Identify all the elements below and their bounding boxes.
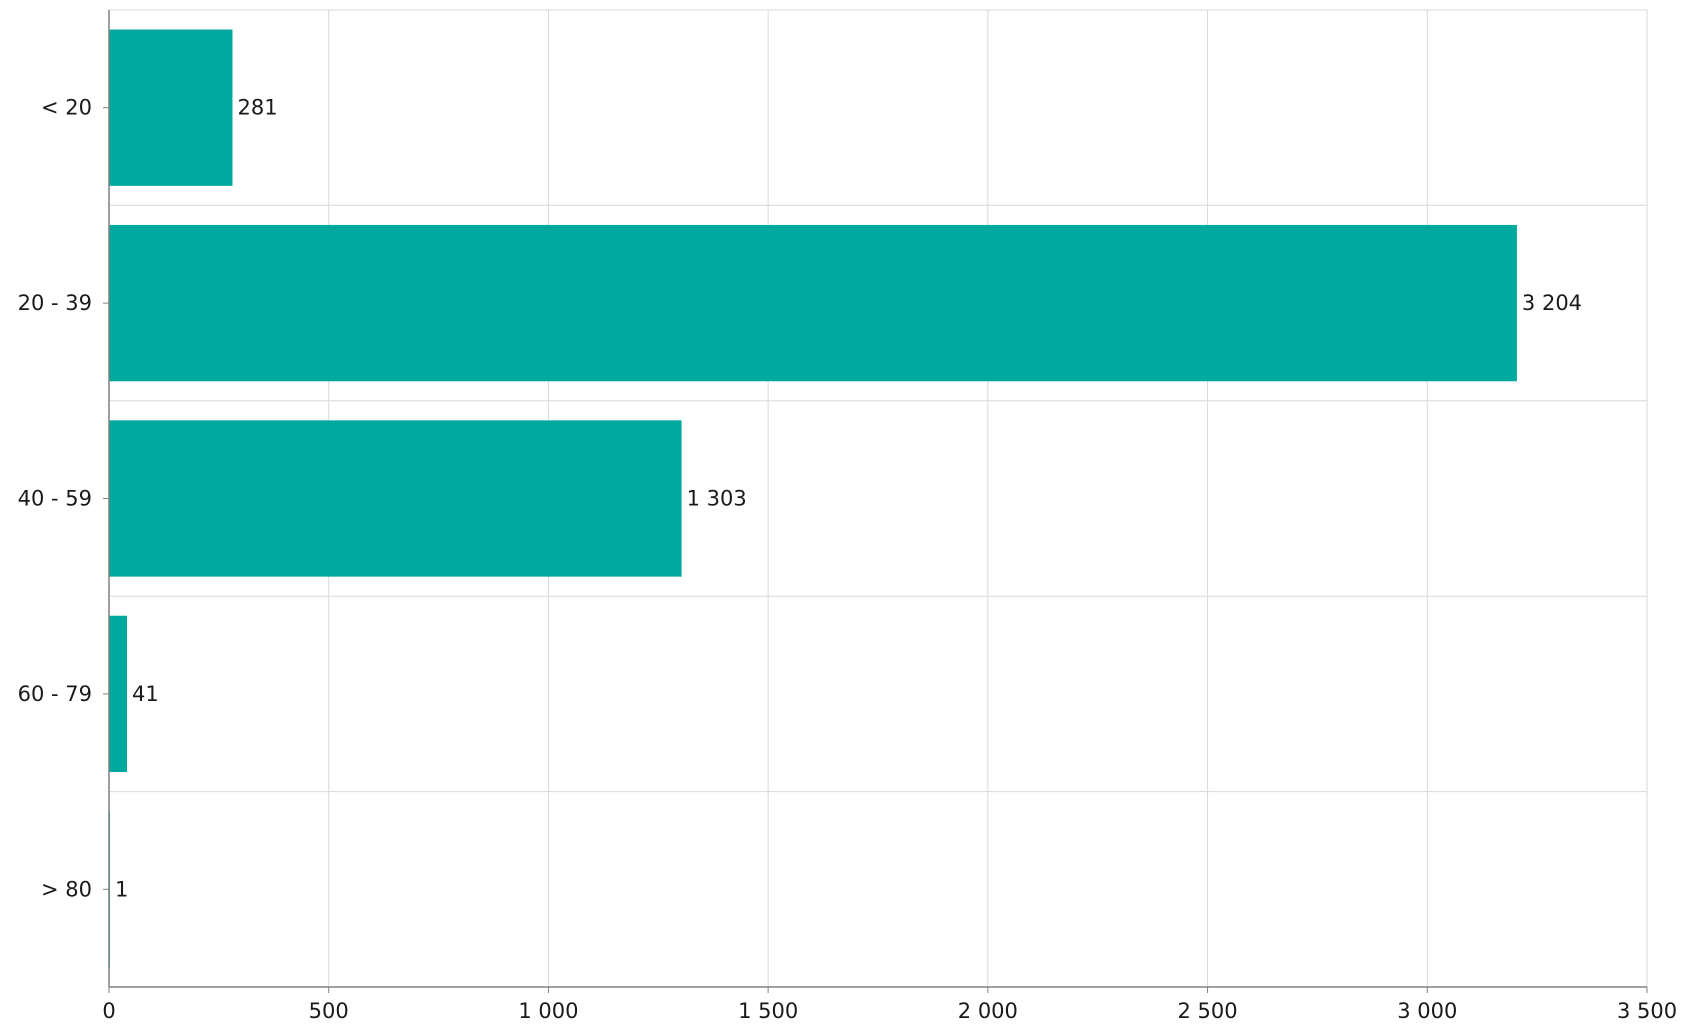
labels: 281 < 20 3 204 20 - 39 1 303 40 - 59 41 60 - 79…	[18, 96, 1677, 1023]
bar-value-label: 41	[132, 682, 159, 706]
x-tick-label: 1 500	[738, 999, 798, 1023]
x-tick-label: 0	[102, 999, 115, 1023]
y-tick-label: > 80	[41, 877, 92, 901]
bar	[109, 615, 128, 773]
bars	[109, 29, 1517, 968]
x-tick-label: 1 000	[518, 999, 578, 1023]
bar-value-label: 281	[237, 96, 277, 120]
bar-value-label: 1 303	[687, 487, 747, 511]
x-tick-label: 2 000	[958, 999, 1018, 1023]
bar	[109, 29, 233, 186]
y-tick-label: < 20	[41, 96, 92, 120]
y-tick-label: 40 - 59	[18, 487, 92, 511]
x-tick-label: 500	[309, 999, 349, 1023]
bar	[109, 224, 1517, 382]
x-tick-label: 2 500	[1178, 999, 1238, 1023]
y-tick-label: 20 - 39	[18, 291, 92, 315]
x-tick-label: 3 000	[1397, 999, 1457, 1023]
bar-value-label: 3 204	[1522, 291, 1582, 315]
x-tick-label: 3 500	[1617, 999, 1677, 1023]
axes	[103, 10, 1648, 993]
bar-value-label: 1	[115, 877, 128, 901]
grid-lines	[109, 9, 1648, 987]
bar	[109, 420, 682, 577]
y-tick-label: 60 - 79	[18, 682, 92, 706]
